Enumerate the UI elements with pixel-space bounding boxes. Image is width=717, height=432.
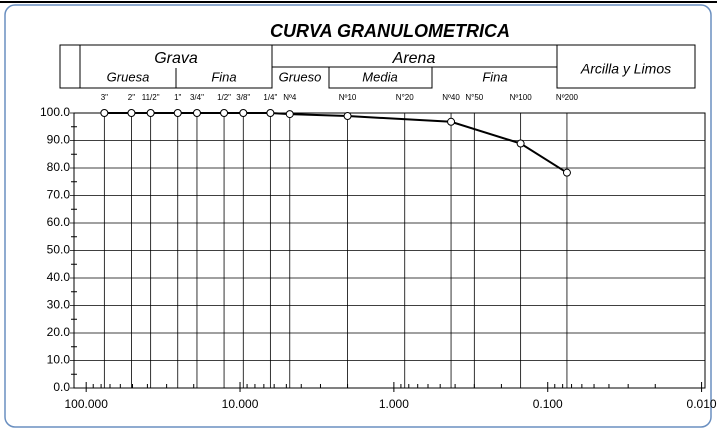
class-label: Fina xyxy=(482,69,507,84)
sieve-label: 3" xyxy=(101,93,108,102)
point xyxy=(192,109,201,117)
sieve-label: Nº100 xyxy=(510,93,533,102)
y-tick-label: 70.0 xyxy=(47,188,71,202)
y-tick-label: 80.0 xyxy=(47,160,71,174)
sieve-label: Nº200 xyxy=(556,93,579,102)
class-box xyxy=(556,44,696,89)
class-label: Fina xyxy=(211,69,236,84)
point xyxy=(447,117,456,126)
point xyxy=(220,109,229,117)
x-tick-label: 10.000 xyxy=(222,397,259,411)
sieve-label: 1/2" xyxy=(217,93,231,102)
point xyxy=(100,109,109,117)
sieve-label: N°50 xyxy=(465,93,483,102)
point xyxy=(285,110,294,119)
class-label: Arcilla y Limos xyxy=(580,61,671,77)
y-tick-label: 90.0 xyxy=(47,133,71,147)
chart-title: CURVA GRANULOMETRICA xyxy=(270,21,510,41)
class-label: Media xyxy=(362,69,397,84)
y-tick-label: 20.0 xyxy=(47,325,71,339)
class-label: Gruesa xyxy=(107,69,150,84)
y-tick-label: 0.0 xyxy=(53,380,70,394)
y-tick-label: 10.0 xyxy=(47,353,71,367)
y-tick-label: 100.0 xyxy=(40,105,70,119)
y-tick-label: 40.0 xyxy=(47,270,71,284)
sieve-label: 2" xyxy=(128,93,135,102)
sieve-label: 1" xyxy=(174,93,181,102)
class-label: Arena xyxy=(392,50,436,67)
sieve-label: 3/4" xyxy=(190,93,204,102)
class-label: Grava xyxy=(154,50,198,67)
classification: Grava Gruesa Fina Arena Grueso Media Fin… xyxy=(59,44,696,89)
point xyxy=(562,168,571,177)
x-tick-label: 0.100 xyxy=(533,397,563,411)
sieve-label: 11/2" xyxy=(142,93,160,102)
x-tick-label: 0.010 xyxy=(687,397,717,411)
class-box xyxy=(328,66,433,89)
point xyxy=(266,109,275,117)
point xyxy=(516,139,525,148)
sieve-label: Nº4 xyxy=(283,93,297,102)
sieve-label: 1/4" xyxy=(263,93,277,102)
y-tick-label: 50.0 xyxy=(47,243,71,257)
point xyxy=(127,109,136,117)
sieve-label: Nº40 xyxy=(442,93,460,102)
class-label: Grueso xyxy=(279,69,322,84)
y-tick-label: 60.0 xyxy=(47,215,71,229)
sieve-label: Nº10 xyxy=(339,93,357,102)
frame xyxy=(4,4,712,428)
sieve-label: 3/8" xyxy=(236,93,250,102)
x-tick-label: 100.000 xyxy=(64,397,108,411)
y-tick-label: 30.0 xyxy=(47,298,71,312)
sieve-label: N°20 xyxy=(396,93,414,102)
point xyxy=(146,109,155,117)
point xyxy=(173,109,182,117)
point xyxy=(343,112,352,121)
x-tick-label: 1.000 xyxy=(379,397,409,411)
point xyxy=(239,109,248,117)
